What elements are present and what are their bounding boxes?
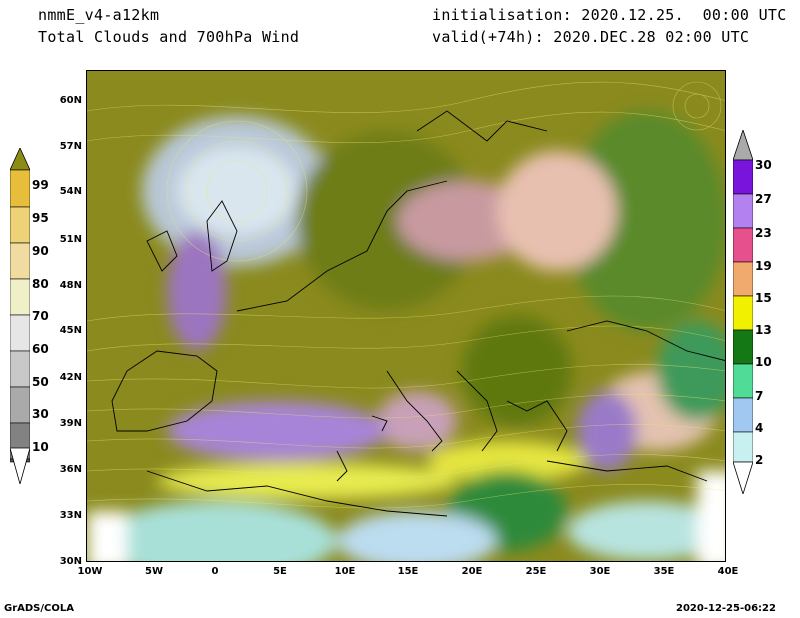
wind-streamlines	[87, 81, 725, 509]
software-credit: GrADS/COLA	[4, 603, 74, 614]
lon-label: 35E	[653, 566, 675, 577]
wind-scale-label: 27	[755, 192, 772, 206]
lat-label: 30N	[59, 556, 82, 567]
cloud-scale-label: 60	[32, 342, 49, 356]
wind-scale-label: 19	[755, 259, 772, 273]
lon-label: 25E	[525, 566, 547, 577]
initialisation-time: initialisation: 2020.12.25. 00:00 UTC	[432, 6, 787, 24]
lat-label: 48N	[59, 280, 82, 291]
lon-label: 15E	[397, 566, 419, 577]
wind-scale-label: 30	[755, 158, 772, 172]
valid-time: valid(+74h): 2020.DEC.28 02:00 UTC	[432, 28, 750, 46]
lat-label: 57N	[59, 141, 82, 152]
lon-label: 40E	[717, 566, 739, 577]
map-plot	[86, 70, 726, 562]
lat-label: 51N	[59, 234, 82, 245]
lon-label: 10W	[77, 566, 103, 577]
model-title: nmmE_v4-a12km	[38, 6, 160, 24]
wind-scale-label: 13	[755, 323, 772, 337]
wind-scale-label: 2	[755, 453, 764, 467]
product-title: Total Clouds and 700hPa Wind	[38, 28, 300, 46]
render-timestamp: 2020-12-25-06:22	[676, 603, 776, 614]
lon-label: 5W	[145, 566, 163, 577]
cloud-cover-field	[87, 111, 725, 561]
lat-label: 36N	[59, 464, 82, 475]
wind-scale-label: 15	[755, 291, 772, 305]
weather-map-svg	[87, 71, 725, 561]
lat-label: 42N	[59, 372, 82, 383]
cloud-scale-label: 90	[32, 244, 49, 258]
cloud-scale-label: 99	[32, 178, 49, 192]
wind-scale-label: 4	[755, 421, 764, 435]
lat-label: 33N	[59, 510, 82, 521]
lon-label: 0	[211, 566, 219, 577]
lat-label: 45N	[59, 325, 82, 336]
lat-label: 39N	[59, 418, 82, 429]
lon-label: 5E	[273, 566, 287, 577]
lat-label: 54N	[59, 186, 82, 197]
wind-scale-label: 7	[755, 389, 764, 403]
lon-label: 30E	[589, 566, 611, 577]
cloud-colorbar	[10, 148, 30, 484]
lat-label: 60N	[59, 95, 82, 106]
cloud-scale-label: 10	[32, 440, 49, 454]
wind-scale-label: 23	[755, 226, 772, 240]
coastlines	[111, 110, 725, 517]
cloud-scale-label: 80	[32, 277, 49, 291]
cloud-scale-label: 95	[32, 211, 49, 225]
wind-scale-label: 10	[755, 355, 772, 369]
lon-label: 10E	[334, 566, 356, 577]
lon-label: 20E	[461, 566, 483, 577]
cloud-scale-label: 70	[32, 309, 49, 323]
wind-colorbar	[733, 130, 753, 494]
cloud-scale-label: 30	[32, 407, 49, 421]
cloud-scale-label: 50	[32, 375, 49, 389]
